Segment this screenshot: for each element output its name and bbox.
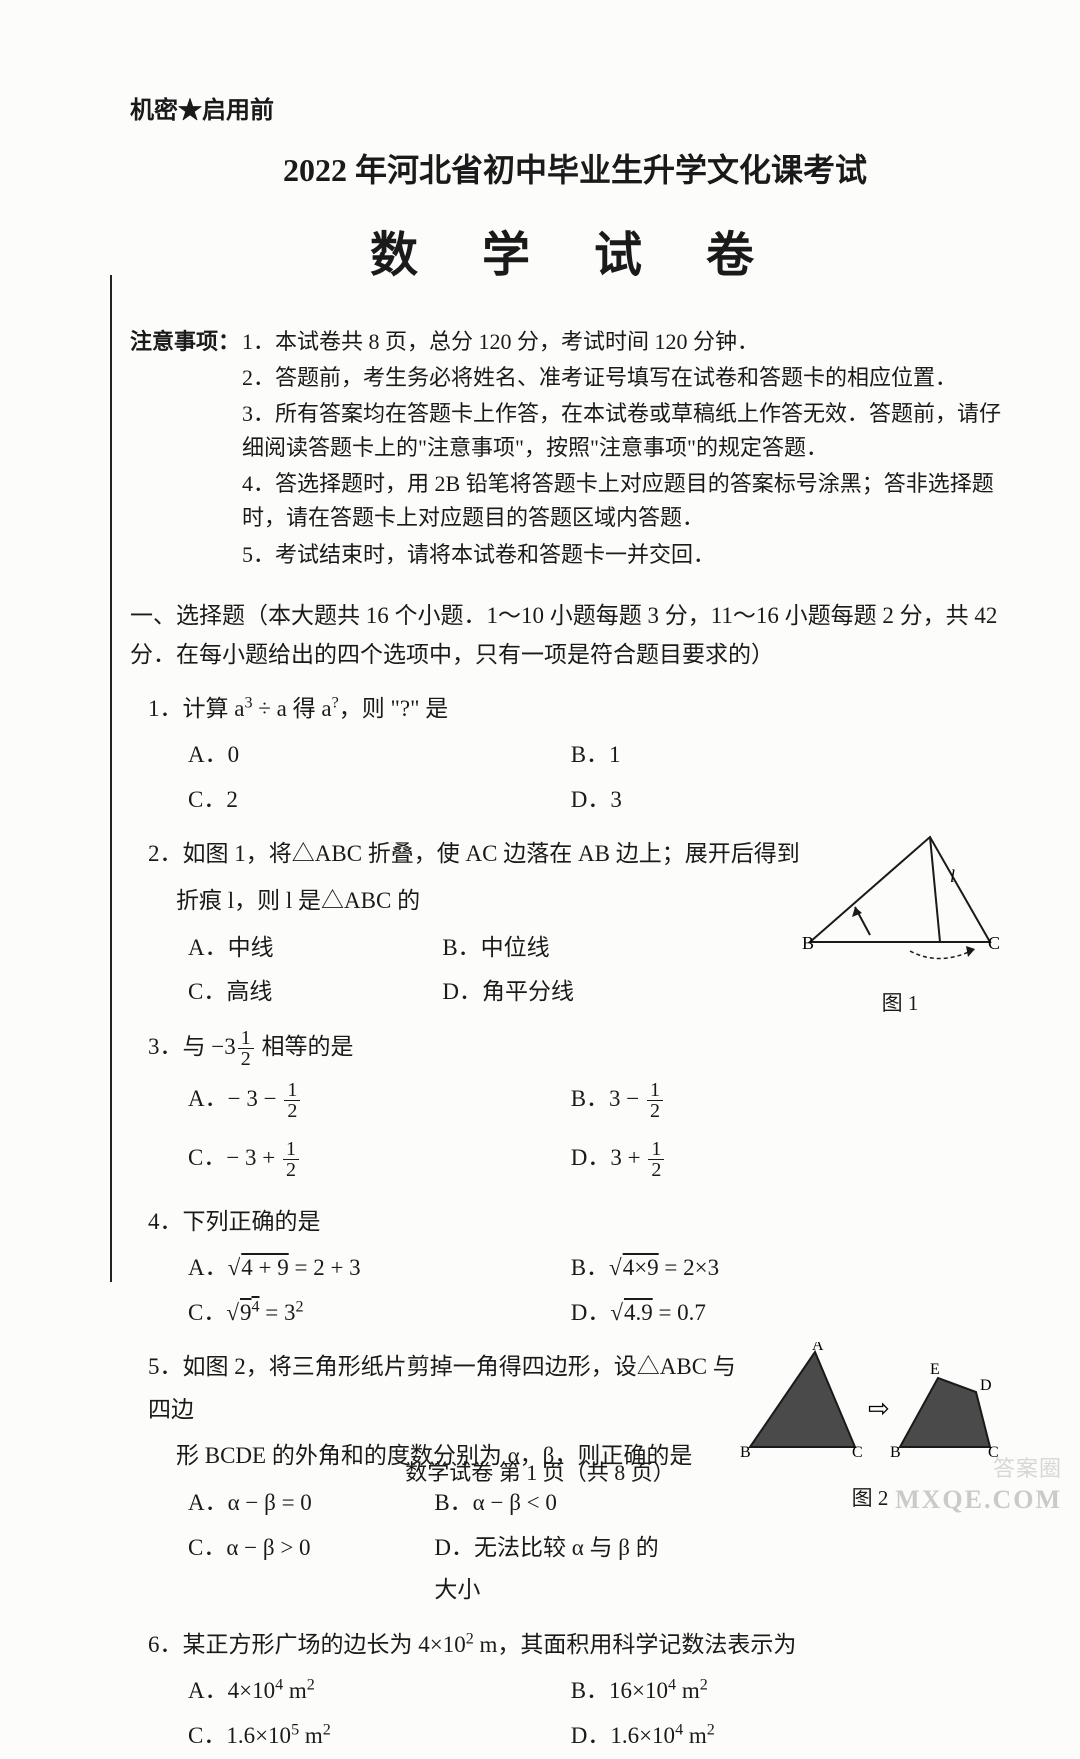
svg-text:l: l: [950, 866, 955, 886]
q1-stem: 1．计算 a3 ÷ a 得 a?，则 "?" 是: [148, 688, 1020, 731]
watermark-line1: 答案圈: [993, 1451, 1062, 1483]
q2-opt-d: D．角平分线: [442, 971, 696, 1014]
q5-opt-a: A．α − β = 0: [188, 1482, 434, 1525]
question-1: 1．计算 a3 ÷ a 得 a?，则 "?" 是 A．0 B．1 C．2 D．3: [130, 688, 1020, 824]
q6-opt-d: D．1.6×104 m2: [571, 1715, 954, 1758]
q6-opt-c: C．1.6×105 m2: [188, 1715, 571, 1758]
q5-opt-b: B．α − β < 0: [434, 1482, 680, 1525]
q3-opt-b: B．3 − 12: [571, 1073, 954, 1126]
q1-opt-a: A．0: [188, 734, 571, 777]
exam-title: 数 学 试 卷: [130, 215, 1020, 285]
q4-opt-a: A．√4 + 9 = 2 + 3: [188, 1247, 571, 1290]
q4-opt-b: B．√4×9 = 2×3: [571, 1247, 954, 1290]
margin-line: [110, 275, 112, 1282]
q4-stem: 4．下列正确的是: [148, 1201, 1020, 1244]
notice-item: 5．考试结束时，请将本试卷和答题卡一并交回．: [242, 538, 1020, 572]
svg-text:E: E: [930, 1361, 940, 1378]
svg-text:B: B: [802, 933, 814, 953]
svg-text:D: D: [980, 1377, 992, 1394]
q2-opt-c: C．高线: [188, 971, 442, 1014]
svg-text:C: C: [988, 933, 1000, 953]
q3-opt-c: C．− 3 + 12: [188, 1132, 571, 1185]
section-1-header: 一、选择题（本大题共 16 个小题．1～10 小题每题 3 分，11～16 小题…: [130, 596, 1020, 674]
q4-opt-c: C．√94 = 32: [188, 1292, 571, 1335]
notice-item: 3．所有答案均在答题卡上作答，在本试卷或草稿纸上作答无效．答题前，请仔细阅读答题…: [242, 397, 1020, 465]
q2-opt-a: A．中线: [188, 927, 442, 970]
notice-label: 注意事项：: [130, 325, 240, 574]
question-3: 3．与 −312 相等的是 A．− 3 − 12 B．3 − 12 C．− 3 …: [130, 1026, 1020, 1191]
page-footer: 数学试卷 第 1 页（共 8 页）: [0, 1455, 1080, 1487]
q6-opt-b: B．16×104 m2: [571, 1670, 954, 1713]
question-4: 4．下列正确的是 A．√4 + 9 = 2 + 3 B．√4×9 = 2×3 C…: [130, 1201, 1020, 1337]
notice-item: 4．答选择题时，用 2B 铅笔将答题卡上对应题目的答案标号涂黑；答非选择题时，请…: [242, 467, 1020, 535]
notice-items: 1．本试卷共 8 页，总分 120 分，考试时间 120 分钟． 2．答题前，考…: [242, 325, 1020, 574]
q5-opt-c: C．α − β > 0: [188, 1527, 434, 1612]
svg-text:A: A: [812, 1342, 824, 1354]
confidential-label: 机密★启用前: [130, 90, 1020, 125]
q1-opt-d: D．3: [571, 779, 954, 822]
q3-opt-a: A．− 3 − 12: [188, 1073, 571, 1126]
svg-text:⇨: ⇨: [868, 1394, 890, 1423]
question-2: B C l 图 1 2．如图 1，将△ABC 折叠，使 AC 边落在 AB 边上…: [130, 833, 1020, 1015]
exam-subtitle: 2022 年河北省初中毕业生升学文化课考试: [130, 145, 1020, 191]
q3-opt-d: D．3 + 12: [571, 1132, 954, 1185]
figure-1-caption: 图 1: [800, 984, 1000, 1023]
q2-opt-b: B．中位线: [442, 927, 696, 970]
notice-item: 1．本试卷共 8 页，总分 120 分，考试时间 120 分钟．: [242, 325, 1020, 359]
q6-stem: 6．某正方形广场的边长为 4×102 m，其面积用科学记数法表示为: [148, 1624, 1020, 1667]
q4-opt-d: D．√4.9 = 0.7: [571, 1292, 954, 1335]
q6-opt-a: A．4×104 m2: [188, 1670, 571, 1713]
q1-opt-b: B．1: [571, 734, 954, 777]
q1-opt-c: C．2: [188, 779, 571, 822]
figure-1: B C l 图 1: [800, 827, 1000, 1022]
watermark-line2: MXQE.COM: [895, 1485, 1062, 1515]
question-6: 6．某正方形广场的边长为 4×102 m，其面积用科学记数法表示为 A．4×10…: [130, 1624, 1020, 1759]
notice-block: 注意事项： 1．本试卷共 8 页，总分 120 分，考试时间 120 分钟． 2…: [130, 325, 1020, 574]
q3-stem: 3．与 −312 相等的是: [148, 1026, 1020, 1069]
q5-opt-d: D．无法比较 α 与 β 的大小: [434, 1527, 680, 1612]
notice-item: 2．答题前，考生务必将姓名、准考证号填写在试卷和答题卡的相应位置．: [242, 361, 1020, 395]
